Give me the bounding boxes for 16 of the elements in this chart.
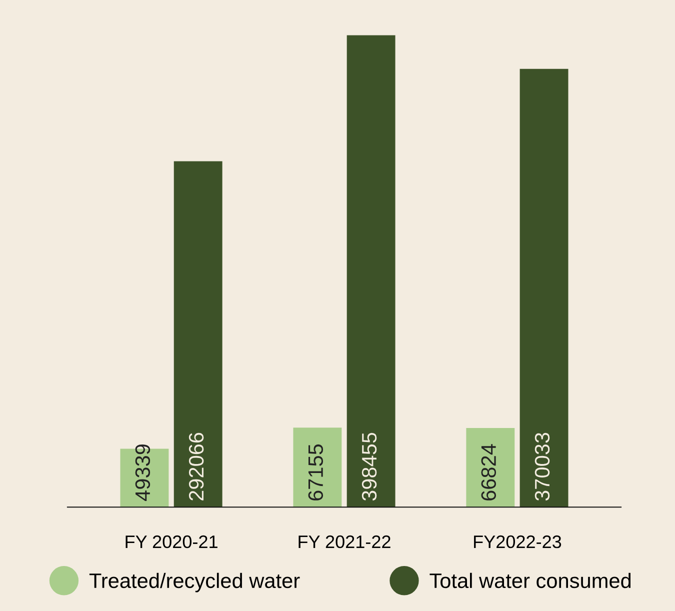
legend-label: Treated/recycled water xyxy=(89,572,300,592)
data-label: 370033 xyxy=(534,432,550,501)
data-label: 292066 xyxy=(188,432,204,500)
data-label: 49339 xyxy=(135,444,150,501)
data-label: 398455 xyxy=(362,432,377,501)
bar xyxy=(293,428,342,508)
bar xyxy=(174,161,222,508)
legend-label: Total water consumed xyxy=(430,572,631,588)
bar xyxy=(520,68,568,508)
x-tick-label: FY 2020-21 xyxy=(126,535,218,548)
bar xyxy=(466,428,515,508)
x-tick-label: FY 2021-22 xyxy=(298,535,390,548)
bar xyxy=(346,35,396,508)
data-label: 67155 xyxy=(308,444,324,500)
x-tick-label: FY2022-23 xyxy=(474,535,562,548)
data-label: 66824 xyxy=(481,444,496,500)
